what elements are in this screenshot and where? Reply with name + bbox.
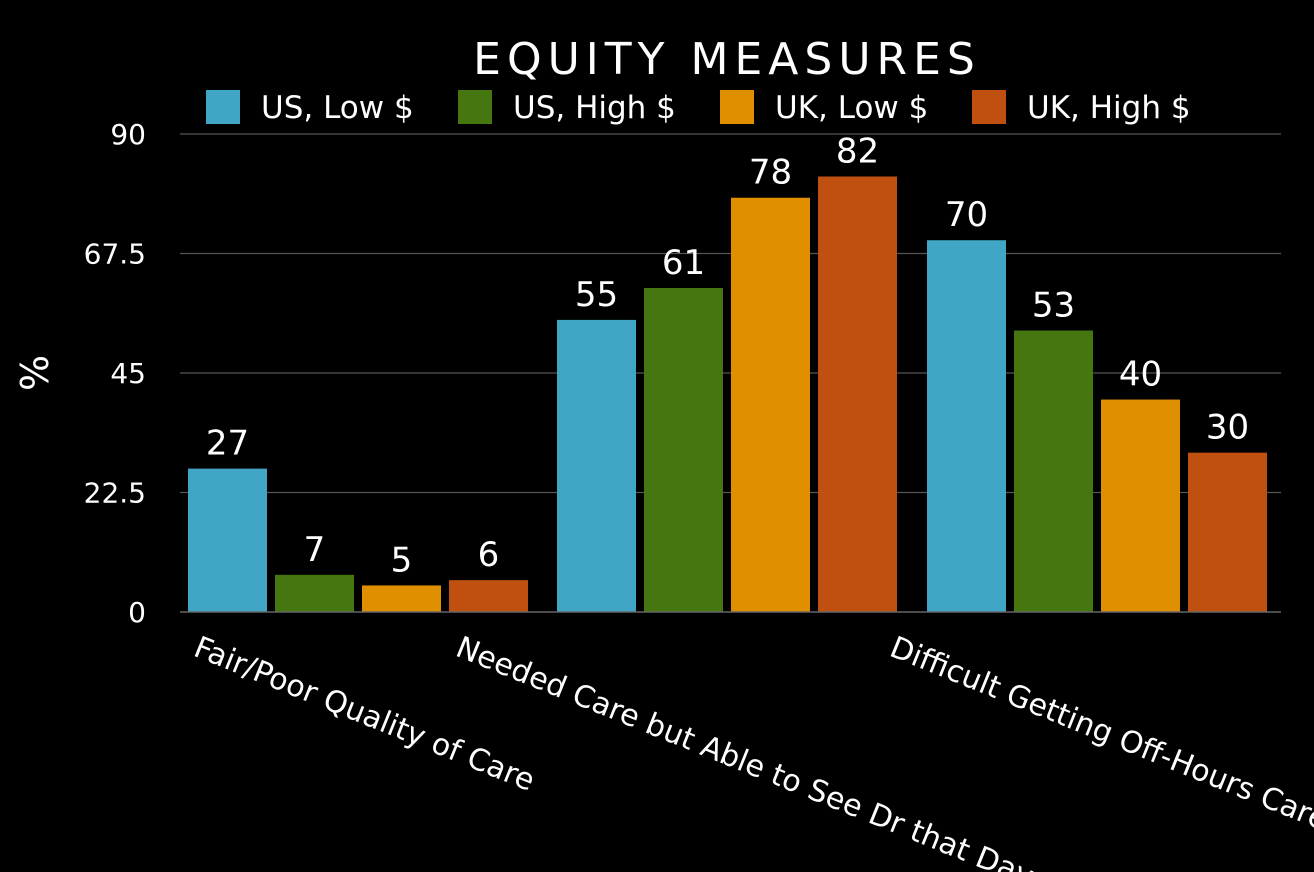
bar-labels: 27 7 5 6 55 61 78 82 70 53 40 30 (206, 131, 1249, 580)
legend-label: US, Low $ (261, 90, 414, 126)
bar (818, 176, 897, 612)
bar-value-label: 7 (304, 530, 326, 570)
gridlines (180, 133, 1281, 494)
chart-title: EQUITY MEASURES (473, 34, 981, 85)
bar (731, 197, 810, 612)
y-tick-label: 22.5 (84, 477, 146, 510)
bar (927, 240, 1006, 612)
legend: US, Low $ US, High $ UK, Low $ UK, High $ (206, 90, 1191, 126)
bar-value-label: 27 (206, 424, 249, 464)
bar (449, 580, 528, 612)
legend-item: US, High $ (458, 90, 676, 126)
legend-label: US, High $ (513, 90, 676, 126)
bar (362, 585, 441, 612)
bar-value-label: 61 (662, 243, 705, 283)
x-category-label: Difficult Getting Off-Hours Care (885, 630, 1314, 838)
legend-swatch (720, 90, 754, 124)
bar (1101, 399, 1180, 612)
y-axis-label: % (13, 355, 57, 391)
legend-swatch (972, 90, 1006, 124)
bar-value-label: 70 (945, 195, 988, 235)
bar-value-label: 82 (836, 131, 879, 171)
legend-item: UK, Low $ (720, 90, 928, 126)
bar (644, 288, 723, 612)
legend-label: UK, High $ (1027, 90, 1191, 126)
legend-item: US, Low $ (206, 90, 414, 126)
bar (188, 468, 267, 612)
bar-value-label: 40 (1119, 355, 1162, 395)
y-axis-ticks: 0 22.5 45 67.5 90 (84, 118, 146, 629)
bar-value-label: 53 (1032, 286, 1075, 326)
bar (557, 319, 636, 612)
bar (1014, 330, 1093, 612)
legend-swatch (458, 90, 492, 124)
y-tick-label: 45 (110, 357, 146, 390)
bar-value-label: 5 (391, 540, 413, 580)
y-tick-label: 67.5 (84, 238, 146, 271)
legend-item: UK, High $ (972, 90, 1191, 126)
legend-label: UK, Low $ (775, 90, 928, 126)
bar-value-label: 78 (749, 153, 792, 193)
bar-value-label: 30 (1206, 408, 1249, 448)
legend-swatch (206, 90, 240, 124)
bar-value-label: 6 (478, 535, 500, 575)
bar (275, 574, 354, 612)
y-tick-label: 0 (128, 596, 146, 629)
bar (1188, 452, 1267, 612)
y-tick-label: 90 (110, 118, 146, 151)
bars (188, 176, 1267, 612)
bar-value-label: 55 (575, 275, 618, 315)
